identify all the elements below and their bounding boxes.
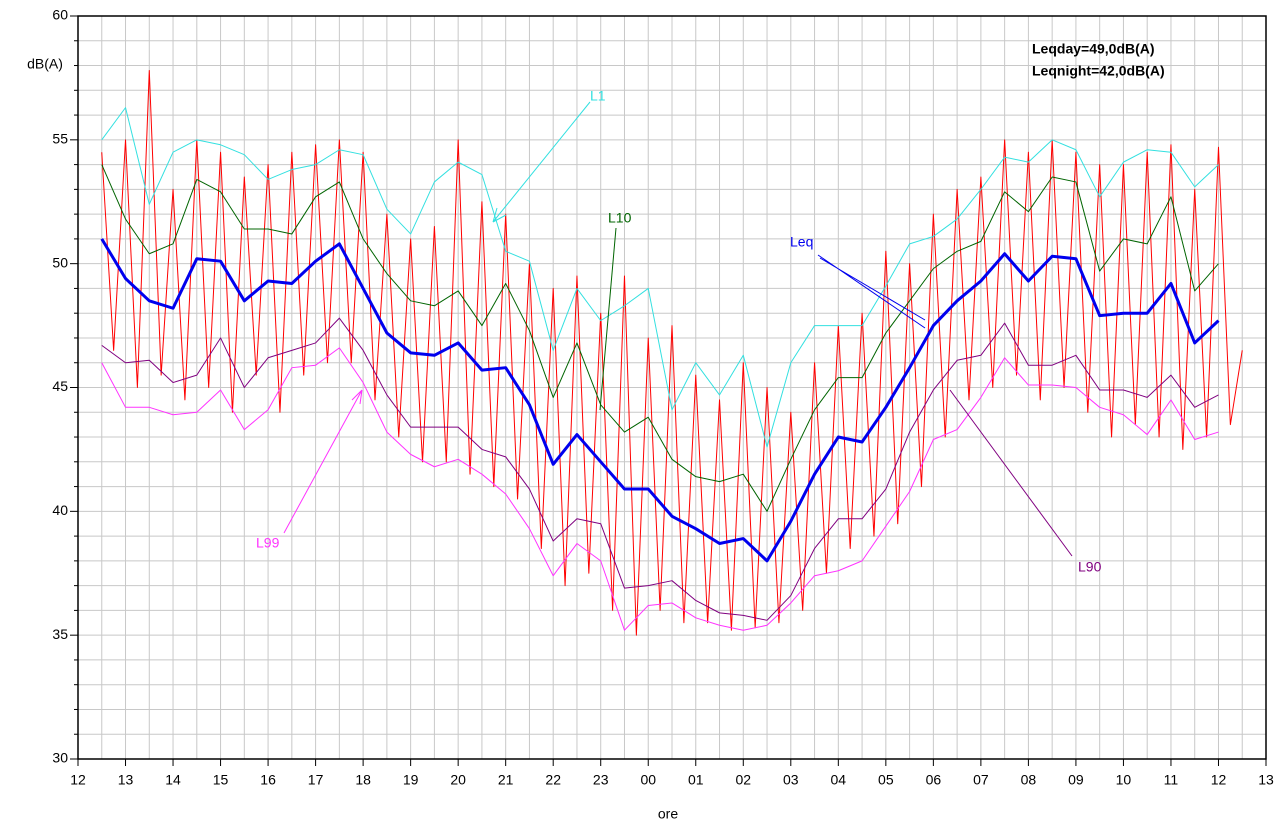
leader-line xyxy=(817,254,926,329)
series-line xyxy=(101,317,1219,621)
x-tick-label: 15 xyxy=(213,772,229,788)
x-tick-label: 21 xyxy=(498,772,514,788)
x-tick-label: 05 xyxy=(878,772,894,788)
leader-line xyxy=(283,389,363,534)
series-label: L1 xyxy=(590,88,606,104)
series-line xyxy=(101,347,1219,631)
x-tick-label: 14 xyxy=(165,772,181,788)
series-line xyxy=(101,107,1219,448)
x-tick-label: 13 xyxy=(1258,772,1274,788)
y-tick-label: 35 xyxy=(52,626,68,642)
x-tick-label: 11 xyxy=(1164,772,1179,788)
annotation: Leqnight=42,0dB(A) xyxy=(1032,63,1165,79)
x-tick-label: 00 xyxy=(640,772,656,788)
y-tick-label: 60 xyxy=(52,7,68,23)
x-tick-label: 16 xyxy=(260,772,276,788)
y-tick-label: 40 xyxy=(52,502,68,518)
x-tick-label: 02 xyxy=(735,772,751,788)
x-tick-label: 22 xyxy=(545,772,561,788)
y-tick-label: 30 xyxy=(52,750,68,766)
leader-lines xyxy=(283,101,1073,557)
x-tick-label: 10 xyxy=(1116,772,1132,788)
series-label: Leq xyxy=(790,234,813,250)
series-label: L99 xyxy=(256,535,280,551)
x-tick-label: 01 xyxy=(688,772,704,788)
series-label: L10 xyxy=(608,210,632,226)
series-line xyxy=(101,164,1219,512)
x-tick-label: 07 xyxy=(973,772,989,788)
series-label: L90 xyxy=(1078,559,1102,575)
x-tick-label: 13 xyxy=(118,772,134,788)
x-axis-label: ore xyxy=(658,806,678,822)
x-tick-label: 04 xyxy=(831,772,847,788)
x-tick-label: 08 xyxy=(1021,772,1037,788)
x-tick-label: 23 xyxy=(593,772,609,788)
y-tick-label: 55 xyxy=(52,131,68,147)
y-tick-label: 50 xyxy=(52,254,68,270)
annotation: Leqday=49,0dB(A) xyxy=(1032,41,1155,57)
x-tick-label: 09 xyxy=(1068,772,1084,788)
leader-line xyxy=(949,389,1073,557)
x-tick-label: 12 xyxy=(1211,772,1227,788)
x-tick-label: 18 xyxy=(355,772,371,788)
y-tick-label: 45 xyxy=(52,378,68,394)
x-tick-label: 17 xyxy=(308,772,324,788)
plot xyxy=(100,69,1243,636)
series-labels: L1 L10 Leq L90 L99 xyxy=(256,88,1102,575)
x-tick-label: 19 xyxy=(403,772,419,788)
grid xyxy=(74,15,1267,760)
x-tick-label: 06 xyxy=(926,772,942,788)
x-tick-label: 12 xyxy=(70,772,86,788)
leader-line xyxy=(492,101,591,223)
x-tick-label: 20 xyxy=(450,772,466,788)
leader-line xyxy=(599,227,617,411)
series-line xyxy=(100,238,1220,563)
x-tick-label: 03 xyxy=(783,772,799,788)
y-axis-label: dB(A) xyxy=(27,56,63,72)
